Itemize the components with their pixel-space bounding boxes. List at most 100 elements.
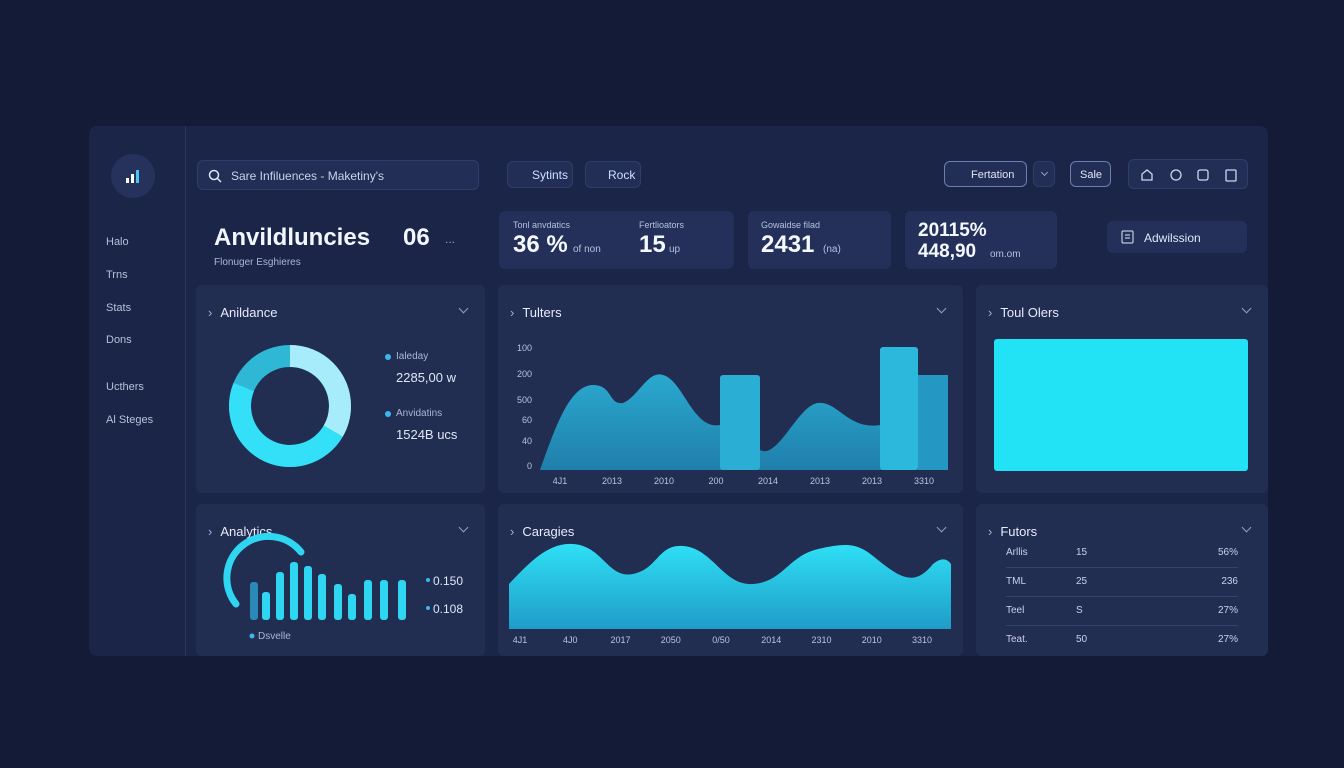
y-tick-label: 40 — [522, 436, 532, 446]
area — [509, 543, 951, 629]
kpi-unit: (na) — [823, 244, 841, 255]
panel: Toul Olers — [976, 285, 1268, 493]
y-tick-label: 60 — [522, 415, 532, 425]
table-cell: 27% — [1217, 634, 1238, 645]
icon-group[interactable] — [1128, 159, 1248, 189]
y-tick-label: 200 — [517, 369, 532, 379]
y-tick-label: 0 — [527, 461, 532, 471]
bars — [250, 562, 406, 620]
kpi-value: 20115% — [918, 220, 987, 241]
count: 06 — [403, 224, 430, 251]
x-tick-label: 2013 — [602, 476, 622, 486]
label: 0.108 — [433, 602, 464, 616]
nav-item: Stats — [106, 302, 132, 314]
tab[interactable]: Sytints — [507, 161, 573, 188]
legend-label: Ialeday — [396, 351, 429, 362]
panel: Futors Arllis 15 56% TML 25 236 Teel S 27% Teat. 5… — [976, 504, 1268, 656]
table-cell: S — [1076, 605, 1083, 616]
y-tick-label: 500 — [517, 395, 532, 405]
kpi-value: 36 % — [513, 231, 568, 258]
table-cell: 50 — [1076, 634, 1088, 645]
x-tick-label: 2010 — [654, 476, 674, 486]
x-tick-label: 2013 — [862, 476, 882, 486]
table-cell: Teel — [1006, 605, 1025, 616]
kpi-label: Gowaidse filad — [761, 220, 821, 230]
subtitle: Flonuger Esghieres — [214, 257, 301, 268]
button[interactable]: Sale — [1070, 161, 1111, 187]
kpi-value: 448,90 — [918, 241, 977, 262]
tab[interactable]: Rock — [585, 161, 641, 188]
table-cell: 15 — [1076, 547, 1088, 558]
more: ... — [445, 232, 456, 246]
x-tick-label: 2013 — [810, 476, 830, 486]
nav-item: Dons — [106, 334, 132, 346]
row-divider — [1006, 625, 1238, 626]
kpi-card — [905, 211, 1057, 269]
search-text: Sare Infiluences - Maketiny's — [231, 169, 385, 183]
table-cell: Teat. — [1006, 634, 1028, 645]
legend-label: Anvidatins — [396, 408, 443, 419]
row-divider — [1006, 567, 1238, 568]
row-divider — [1006, 596, 1238, 597]
nav-item: Al Steges — [106, 414, 154, 426]
kpi-unit: of non — [573, 244, 601, 255]
kpi-label: Tonl anvdatics — [513, 220, 571, 230]
kpi-label: Fertlioators — [639, 220, 685, 230]
kpi-unit: up — [669, 244, 681, 255]
dropdown[interactable] — [1033, 161, 1055, 187]
x-tick-label: 4J0 — [563, 635, 578, 645]
legend-value: 2285,00 w — [396, 370, 456, 385]
area — [540, 374, 948, 470]
panel-title: Toul Olers — [988, 305, 1059, 320]
panel-title: Futors — [988, 524, 1037, 539]
label: 0.150 — [433, 574, 464, 588]
table-cell: TML — [1006, 576, 1026, 587]
table-cell: 56% — [1217, 547, 1238, 558]
page-title: Anvildluncies — [214, 224, 371, 251]
x-tick-label: 3310 — [914, 476, 934, 486]
bar — [720, 375, 760, 470]
panel: Caragies 4J1 4J0 2017 2050 0/50 2014 2310 2010 3… — [498, 504, 963, 656]
table-cell: 25 — [1076, 576, 1088, 587]
panel: Analytics 0.150 0.108 Dsvelle — [196, 504, 485, 656]
x-tick-label: 2014 — [758, 476, 778, 486]
sidebar — [89, 126, 186, 656]
button[interactable]: Fertation — [944, 161, 1027, 187]
x-tick-label: 2010 — [862, 635, 882, 645]
kpi-card — [499, 211, 734, 269]
donut-segment — [229, 345, 351, 467]
legend-label: Dsvelle — [258, 631, 291, 642]
bar — [918, 375, 948, 470]
logo[interactable] — [111, 154, 155, 198]
kpi-value: 2431 — [761, 231, 815, 258]
nav-item: Ucthers — [106, 381, 144, 393]
table-cell: 236 — [1221, 576, 1238, 587]
donut-segment — [229, 345, 351, 467]
nav-item: Trns — [106, 269, 128, 281]
x-tick-label: 4J1 — [513, 635, 528, 645]
panel-title: Anildance — [208, 305, 277, 320]
highlight-block — [994, 339, 1248, 471]
kpi-unit: om.om — [990, 249, 1021, 260]
legend-value: 1524B ucs — [396, 427, 458, 442]
kpi-card — [748, 211, 891, 269]
y-tick-label: 100 — [517, 343, 532, 353]
action-button[interactable]: Adwilssion — [1107, 221, 1247, 253]
x-tick-label: 200 — [708, 476, 723, 486]
x-tick-label: 2014 — [761, 635, 781, 645]
x-tick-label: 0/50 — [712, 635, 730, 645]
x-tick-label: 2310 — [811, 635, 831, 645]
panel: Anildance Ialeday 2285,00 w Anvidatins 1… — [196, 285, 485, 493]
x-tick-label: 2050 — [661, 635, 681, 645]
search[interactable]: Sare Infiluences - Maketiny's — [197, 160, 479, 190]
kpi-value: 15 — [639, 231, 666, 258]
bar — [880, 347, 918, 470]
panel-title: Tulters — [510, 305, 561, 320]
nav-item: Halo — [106, 236, 129, 248]
x-tick-label: 2017 — [610, 635, 630, 645]
table-cell: 27% — [1217, 605, 1238, 616]
panel: Tulters 100 200 500 60 40 0 4J1 2013 2010 200 2014… — [498, 285, 963, 493]
table-cell: Arllis — [1006, 547, 1028, 558]
panel-title: Caragies — [510, 524, 574, 539]
